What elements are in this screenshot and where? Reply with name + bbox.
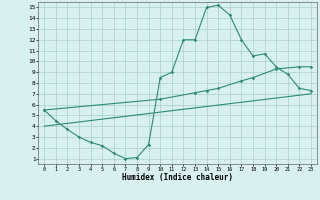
X-axis label: Humidex (Indice chaleur): Humidex (Indice chaleur)	[122, 173, 233, 182]
